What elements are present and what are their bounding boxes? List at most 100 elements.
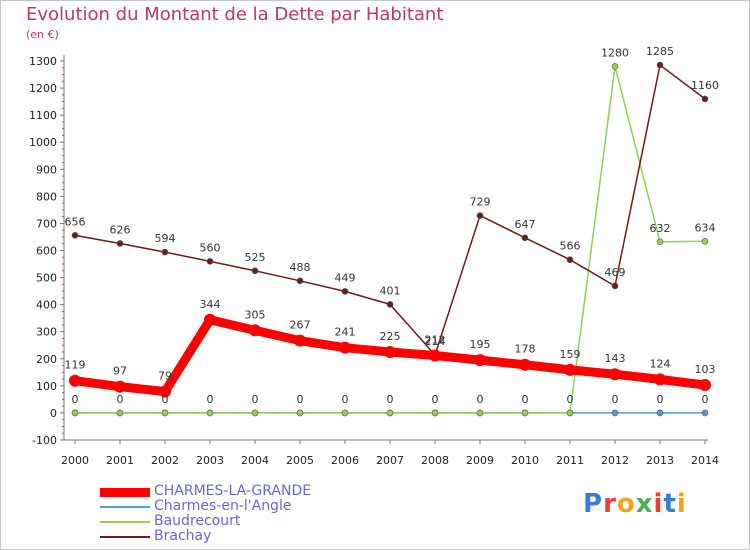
data-label: 212 (425, 334, 446, 347)
data-point (701, 409, 709, 417)
data-point (159, 385, 171, 398)
data-point (161, 248, 169, 256)
x-tick-label: 2001 (106, 454, 134, 467)
y-tick-label: 200 (36, 353, 57, 366)
y-tick-label: 700 (36, 217, 57, 230)
data-label: 0 (657, 393, 664, 406)
data-point (699, 379, 711, 392)
data-label: 119 (65, 359, 86, 372)
data-label: 401 (380, 284, 401, 297)
legend-label: Charmes-en-l'Angle (154, 498, 292, 514)
data-point (521, 409, 529, 417)
data-label: 0 (72, 393, 79, 406)
y-tick-label: 1300 (29, 55, 57, 68)
data-label: 566 (560, 240, 581, 253)
data-label: 449 (335, 271, 356, 284)
series-line-3 (74, 64, 706, 356)
legend-swatch (100, 487, 150, 497)
data-point (114, 380, 126, 393)
x-tick-label: 2011 (556, 454, 584, 467)
data-point (609, 368, 621, 381)
data-label: 634 (695, 221, 716, 234)
data-label: 0 (252, 393, 259, 406)
data-label: 225 (380, 330, 401, 343)
data-label: 632 (650, 222, 671, 235)
data-point (566, 409, 574, 417)
data-label: 626 (110, 223, 131, 236)
data-point (566, 256, 574, 264)
y-tick-label: 1200 (29, 82, 57, 95)
x-tick-label: 2012 (601, 454, 629, 467)
data-label: 97 (113, 365, 127, 378)
data-label: 305 (245, 308, 266, 321)
legend-label: CHARMES-LA-GRANDE (154, 483, 312, 499)
data-point (656, 238, 664, 246)
data-point (249, 324, 261, 337)
data-point (611, 409, 619, 417)
x-tick-label: 2003 (196, 454, 224, 467)
x-tick-label: 2006 (331, 454, 359, 467)
y-tick-label: 500 (36, 272, 57, 285)
y-tick-label: 800 (36, 190, 57, 203)
data-label: 1285 (646, 45, 674, 58)
data-point (474, 354, 486, 367)
chart-title: Evolution du Montant de la Dette par Hab… (26, 4, 444, 25)
x-tick-label: 2008 (421, 454, 449, 467)
data-label: 0 (432, 393, 439, 406)
x-tick-label: 2004 (241, 454, 269, 467)
data-label: 79 (158, 370, 172, 383)
data-point (251, 267, 259, 275)
data-point (386, 409, 394, 417)
data-point (206, 409, 214, 417)
data-label: 0 (477, 393, 484, 406)
data-point (341, 409, 349, 417)
y-tick-label: 1100 (29, 109, 57, 122)
x-tick-label: 2002 (151, 454, 179, 467)
data-label: 1160 (691, 79, 719, 92)
data-point (611, 282, 619, 290)
y-tick-label: 1000 (29, 136, 57, 149)
data-point (564, 363, 576, 376)
data-point (476, 212, 484, 219)
x-tick-label: 2014 (691, 454, 719, 467)
x-tick-label: 2010 (511, 454, 539, 467)
data-label: 178 (515, 343, 536, 356)
data-point (701, 237, 709, 245)
data-label: 103 (695, 363, 716, 376)
data-label: 560 (200, 241, 221, 254)
data-point (339, 341, 351, 354)
data-point (384, 346, 396, 359)
data-point (161, 409, 169, 417)
data-point (701, 95, 709, 103)
data-point (656, 409, 664, 417)
data-label: 469 (605, 266, 626, 279)
data-point (116, 409, 124, 417)
data-point (519, 358, 531, 371)
data-label: 0 (117, 393, 124, 406)
x-tick-label: 2005 (286, 454, 314, 467)
data-point (296, 277, 304, 285)
legend-label: Baudrecourt (154, 513, 241, 529)
x-tick-label: 2000 (61, 454, 89, 467)
y-tick-label: 400 (36, 299, 57, 312)
data-point (116, 240, 124, 247)
data-label: 525 (245, 251, 266, 264)
data-label: 195 (470, 338, 491, 351)
data-point (611, 63, 619, 70)
data-label: 594 (155, 232, 176, 245)
data-label: 0 (162, 393, 169, 406)
data-label: 0 (342, 393, 349, 406)
data-point (296, 409, 304, 417)
data-point (656, 61, 664, 69)
data-label: 656 (65, 215, 86, 228)
data-label: 488 (290, 261, 311, 274)
x-tick-label: 2009 (466, 454, 494, 467)
y-tick-label: 300 (36, 326, 57, 339)
data-point (431, 409, 439, 417)
data-point (341, 288, 349, 295)
data-label: 214 (425, 335, 446, 348)
data-point (71, 409, 79, 417)
y-tick-label: -100 (32, 434, 57, 447)
